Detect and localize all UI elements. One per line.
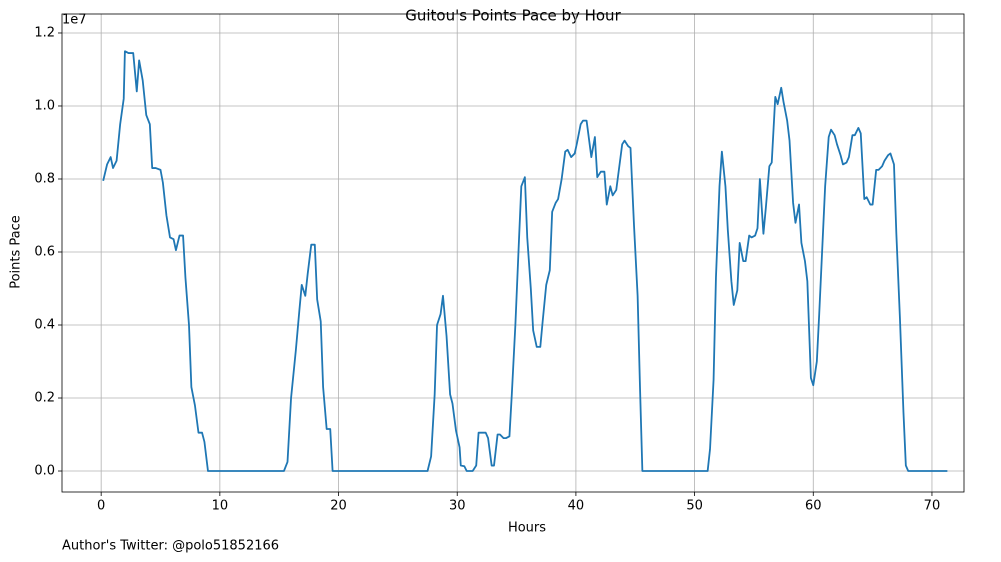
x-tick-label: 20: [330, 499, 347, 514]
y-axis-label: Points Pace: [9, 215, 24, 289]
y-tick-label: 0.0: [34, 464, 55, 479]
chart-title: Guitou's Points Pace by Hour: [405, 7, 621, 25]
y-offset-text: 1e7: [62, 13, 87, 28]
y-tick-label: 0.8: [34, 171, 55, 186]
x-tick-label: 60: [805, 499, 822, 514]
x-tick-label: 10: [212, 499, 229, 514]
x-tick-label: 70: [924, 499, 941, 514]
y-tick-label: 1.2: [34, 25, 55, 40]
x-axis-label: Hours: [508, 521, 546, 536]
y-tick-label: 0.4: [34, 318, 55, 333]
x-tick-label: 40: [568, 499, 585, 514]
x-tick-label: 0: [97, 499, 105, 514]
plot-frame: [61, 13, 965, 493]
x-tick-label: 30: [449, 499, 466, 514]
y-tick-label: 1.0: [34, 98, 55, 113]
footer: Author's Twitter: @polo51852166: [62, 539, 279, 554]
y-tick-label: 0.6: [34, 244, 55, 259]
y-tick-label: 0.2: [34, 391, 55, 406]
data-line: [102, 50, 948, 472]
x-tick-label: 50: [686, 499, 703, 514]
